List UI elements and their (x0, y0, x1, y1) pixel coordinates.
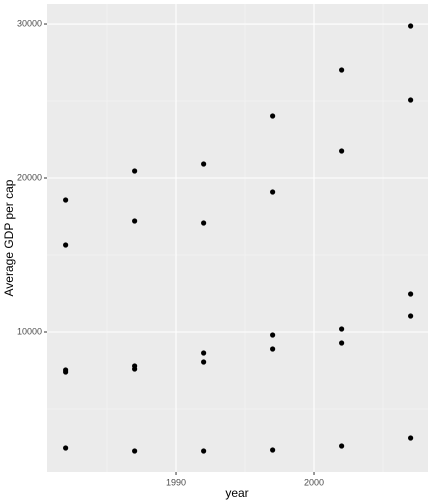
y-tick-label: 20000 (17, 172, 42, 182)
point (270, 346, 276, 352)
point (339, 326, 345, 332)
point (339, 340, 345, 346)
point (339, 148, 345, 154)
point (201, 350, 207, 356)
point (63, 369, 69, 375)
point (270, 447, 276, 453)
panel (47, 4, 428, 472)
point (408, 435, 414, 441)
point (408, 23, 414, 29)
point (408, 291, 414, 297)
point (408, 97, 414, 103)
point (132, 366, 138, 372)
point (63, 242, 69, 248)
point (63, 197, 69, 203)
y-tick-label: 10000 (17, 326, 42, 336)
point (132, 168, 138, 174)
point (270, 332, 276, 338)
point (201, 220, 207, 226)
point (132, 218, 138, 224)
point (63, 445, 69, 451)
point (132, 448, 138, 454)
point (339, 443, 345, 449)
x-axis-title: year (225, 486, 248, 500)
x-tick-label: 2000 (304, 477, 324, 487)
point (201, 359, 207, 365)
y-axis-title: Average GDP per cap (2, 179, 16, 296)
x-tick-label: 1990 (166, 477, 186, 487)
point (270, 113, 276, 119)
point (339, 67, 345, 73)
point (201, 161, 207, 167)
point (408, 313, 414, 319)
y-tick-label: 30000 (17, 18, 42, 28)
point (270, 189, 276, 195)
point (201, 448, 207, 454)
